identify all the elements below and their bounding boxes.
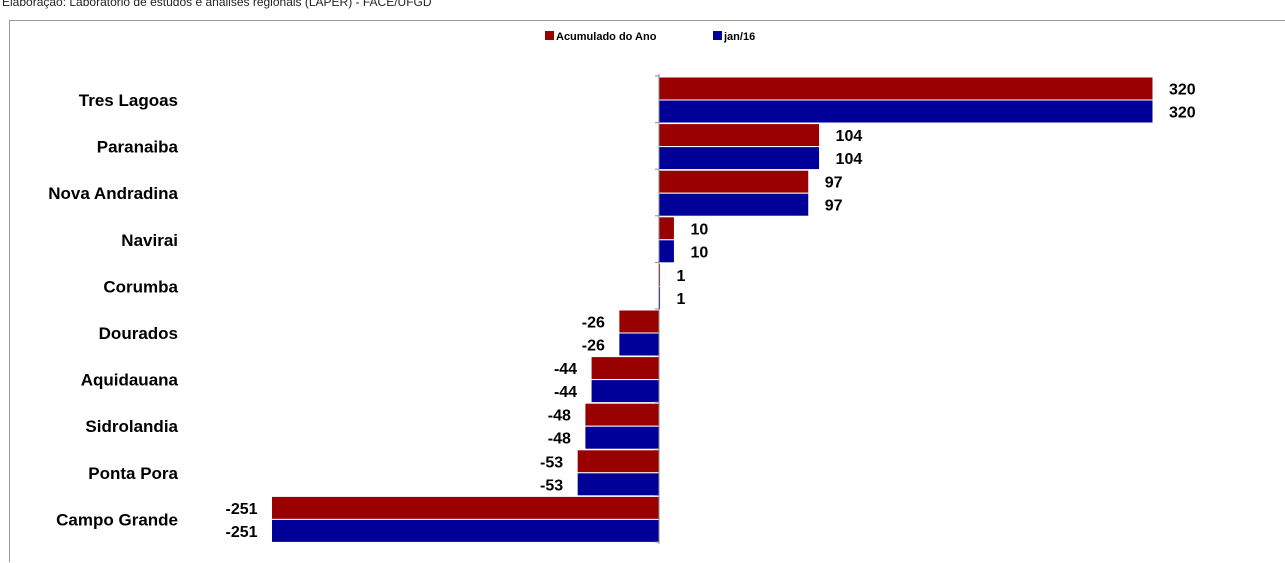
category-labels: Tres Lagoas Paranaiba Nova Andradina Navira…	[48, 91, 178, 529]
value-label: 97	[825, 198, 843, 215]
value-label: 320	[1169, 82, 1196, 99]
value-labels: 3203201041049797101011-26-26-44-44-48-48…	[225, 82, 1195, 541]
zero-axis	[655, 74, 660, 544]
value-label: 10	[690, 221, 708, 238]
value-label: -26	[582, 338, 605, 355]
legend-swatch-1	[713, 31, 722, 40]
value-label: 10	[690, 244, 708, 261]
value-label: -44	[554, 361, 577, 378]
category-label: Tres Lagoas	[79, 91, 178, 110]
chart-frame	[9, 20, 1285, 562]
bar-acumulado	[576, 449, 660, 474]
value-label: 1	[677, 291, 686, 308]
bar-acumulado	[618, 309, 660, 334]
bar-jan16	[658, 99, 1154, 124]
legend-label-0: Acumulado do Ano	[556, 31, 657, 43]
bar-acumulado	[584, 402, 660, 427]
bar-acumulado	[658, 76, 1154, 101]
value-label: -251	[225, 524, 257, 541]
bar-jan16	[618, 332, 660, 357]
category-label: Paranaiba	[97, 138, 179, 157]
bar-jan16	[576, 472, 660, 497]
bar-acumulado	[658, 169, 810, 194]
category-label: Sidrolandia	[85, 417, 178, 436]
bar-jan16	[590, 379, 660, 404]
value-label: 97	[825, 175, 843, 192]
value-label: -48	[548, 431, 571, 448]
category-label: Dourados	[99, 324, 178, 343]
source-note: Elaboração: Laboratório de estudos e aná…	[2, 0, 432, 9]
category-label: Corumba	[103, 277, 178, 296]
bar-jan16	[271, 518, 660, 543]
value-label: 320	[1169, 105, 1196, 122]
bar-jan16	[658, 239, 675, 264]
value-label: -251	[225, 501, 257, 518]
bars	[271, 76, 1154, 543]
category-label: Nova Andradina	[48, 184, 178, 203]
legend-swatch-0	[545, 31, 554, 40]
legend-label-1: jan/16	[723, 31, 755, 43]
bar-acumulado	[658, 216, 675, 241]
bar-acumulado	[590, 356, 660, 381]
bar-acumulado	[658, 123, 821, 148]
bar-jan16	[658, 192, 810, 217]
value-label: -53	[540, 454, 563, 471]
value-label: -26	[582, 315, 605, 332]
category-label: Aquidauana	[81, 371, 179, 390]
value-label: 1	[677, 268, 686, 285]
bar-acumulado	[271, 495, 660, 520]
bar-jan16	[584, 425, 660, 450]
value-label: -44	[554, 384, 577, 401]
category-label: Ponta Pora	[88, 464, 178, 483]
value-label: 104	[836, 151, 863, 168]
legend: Acumulado do Ano jan/16	[545, 31, 755, 43]
value-label: -48	[548, 408, 571, 425]
bar-jan16	[658, 146, 821, 171]
value-label: -53	[540, 477, 563, 494]
category-label: Campo Grande	[56, 510, 178, 529]
category-label: Navirai	[121, 231, 178, 250]
value-label: 104	[836, 128, 863, 145]
